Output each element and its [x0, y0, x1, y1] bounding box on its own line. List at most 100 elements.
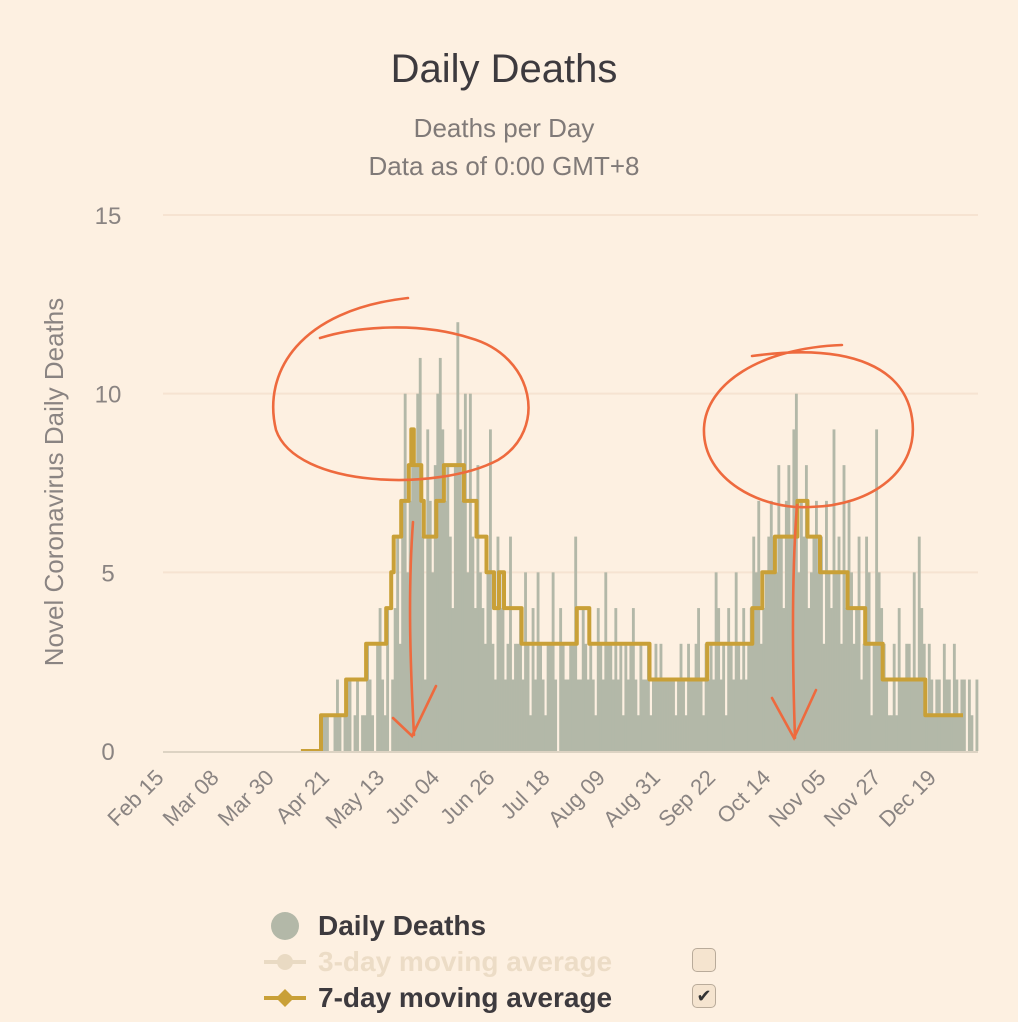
bar[interactable] — [807, 608, 811, 751]
bar[interactable] — [817, 572, 821, 751]
bar[interactable] — [902, 679, 906, 751]
bar[interactable] — [742, 608, 746, 751]
bar[interactable] — [499, 608, 502, 751]
seven-day-average-line[interactable] — [300, 427, 963, 753]
bar[interactable] — [677, 679, 680, 751]
bar[interactable] — [551, 572, 555, 751]
bar[interactable] — [481, 608, 485, 751]
bar[interactable] — [406, 572, 410, 751]
bar[interactable] — [850, 572, 853, 751]
bar[interactable] — [975, 679, 979, 751]
bar[interactable] — [433, 465, 437, 751]
bar[interactable] — [952, 643, 956, 751]
bar[interactable] — [840, 643, 843, 751]
bar[interactable] — [458, 429, 462, 751]
bar[interactable] — [719, 679, 723, 751]
bar[interactable] — [411, 429, 415, 751]
bar[interactable] — [912, 572, 916, 751]
bar[interactable] — [820, 536, 823, 751]
bar[interactable] — [654, 643, 658, 751]
bar[interactable] — [521, 679, 525, 751]
bar[interactable] — [862, 643, 866, 751]
bar[interactable] — [887, 715, 891, 751]
daily-deaths-bars[interactable] — [320, 322, 979, 751]
bar[interactable] — [361, 715, 364, 751]
bar[interactable] — [759, 643, 763, 751]
bar[interactable] — [847, 500, 851, 751]
bar[interactable] — [797, 572, 801, 751]
bar[interactable] — [443, 500, 447, 751]
bar[interactable] — [845, 608, 848, 751]
bar[interactable] — [789, 536, 793, 751]
bar[interactable] — [915, 679, 919, 751]
bar[interactable] — [712, 679, 716, 751]
bar[interactable] — [393, 608, 397, 751]
bar[interactable] — [777, 465, 781, 751]
bar[interactable] — [504, 679, 507, 751]
bar[interactable] — [732, 679, 736, 751]
bar[interactable] — [348, 679, 352, 751]
bar[interactable] — [616, 679, 620, 751]
bar[interactable] — [970, 715, 974, 751]
bar[interactable] — [483, 643, 487, 751]
bar[interactable] — [363, 715, 367, 751]
bar[interactable] — [875, 429, 879, 751]
bar[interactable] — [900, 679, 904, 751]
bar[interactable] — [436, 393, 440, 751]
bar[interactable] — [804, 465, 808, 751]
bar[interactable] — [509, 536, 512, 751]
bar[interactable] — [822, 643, 826, 751]
bar[interactable] — [827, 572, 831, 751]
bar[interactable] — [378, 608, 382, 751]
bar[interactable] — [549, 643, 553, 751]
bar[interactable] — [855, 608, 858, 751]
bar[interactable] — [672, 679, 675, 751]
bar[interactable] — [917, 536, 921, 751]
bar[interactable] — [639, 643, 643, 751]
bar[interactable] — [416, 393, 420, 751]
bar[interactable] — [737, 643, 741, 751]
bar[interactable] — [772, 536, 776, 751]
bar[interactable] — [383, 715, 387, 751]
bar[interactable] — [431, 572, 435, 751]
bar[interactable] — [529, 715, 532, 751]
bar[interactable] — [682, 679, 685, 751]
bar[interactable] — [764, 572, 768, 751]
bar[interactable] — [679, 643, 683, 751]
bar[interactable] — [531, 608, 535, 751]
bar[interactable] — [729, 643, 733, 751]
legend-item-7-day-average[interactable]: 7-day moving average ✔ — [262, 980, 742, 1016]
bar[interactable] — [709, 643, 713, 751]
bar[interactable] — [885, 679, 889, 751]
bar[interactable] — [353, 715, 357, 751]
bar[interactable] — [787, 465, 791, 751]
bar[interactable] — [646, 643, 650, 751]
bar[interactable] — [659, 643, 663, 751]
bar[interactable] — [614, 608, 618, 751]
bar[interactable] — [391, 679, 395, 751]
bar[interactable] — [890, 715, 894, 751]
bar[interactable] — [589, 643, 593, 751]
bar[interactable] — [842, 465, 846, 751]
bar[interactable] — [689, 679, 693, 751]
bar[interactable] — [784, 500, 788, 751]
bar[interactable] — [501, 572, 505, 751]
bar[interactable] — [782, 608, 786, 751]
bar[interactable] — [967, 679, 971, 751]
bar[interactable] — [418, 357, 422, 751]
bar[interactable] — [478, 572, 482, 751]
bar[interactable] — [463, 393, 467, 751]
bar[interactable] — [368, 679, 372, 751]
bar[interactable] — [576, 679, 580, 751]
bar[interactable] — [396, 536, 400, 751]
bar[interactable] — [809, 572, 813, 751]
bar[interactable] — [506, 643, 510, 751]
bar[interactable] — [667, 679, 670, 751]
bar[interactable] — [794, 393, 798, 751]
bar[interactable] — [323, 715, 327, 751]
bar[interactable] — [594, 715, 598, 751]
bar[interactable] — [717, 608, 721, 751]
bar[interactable] — [438, 357, 442, 751]
bar[interactable] — [767, 536, 771, 751]
bar[interactable] — [644, 679, 648, 751]
